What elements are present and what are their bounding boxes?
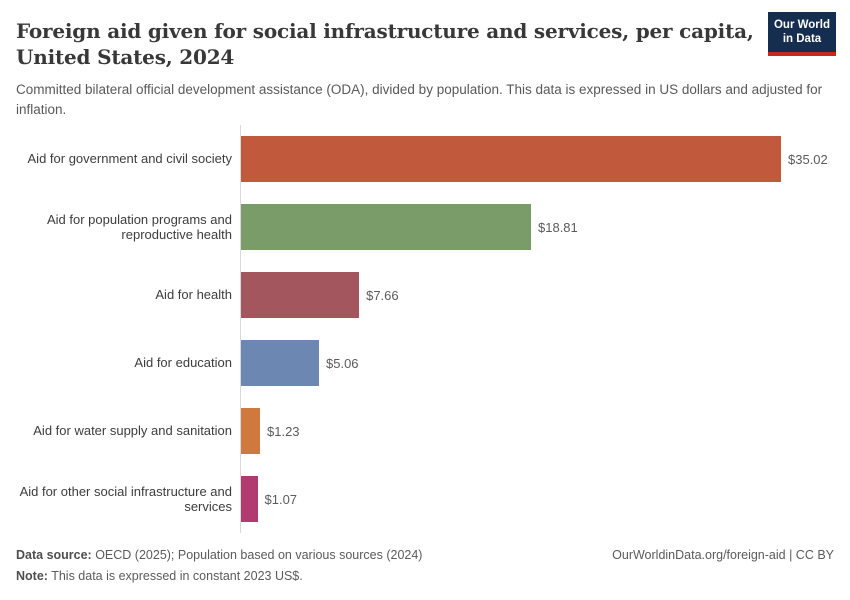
bar[interactable]	[241, 136, 781, 182]
bar-value: $1.23	[267, 423, 300, 439]
data-source-label: Data source:	[16, 548, 92, 562]
bar-value: $1.07	[264, 491, 298, 507]
bar[interactable]	[241, 476, 258, 522]
bar-value: $18.81	[538, 219, 578, 235]
bar-value: $35.02	[788, 151, 828, 167]
data-source-text: OECD (2025); Population based on various…	[91, 548, 423, 562]
plot-area: $5.06	[240, 329, 840, 397]
bar-label: Aid for education	[134, 355, 232, 371]
bar-label: Aid for population programs and reproduc…	[46, 211, 232, 242]
bar[interactable]	[241, 408, 260, 454]
footer-source-note: Data source: OECD (2025); Population bas…	[16, 545, 422, 587]
chart-header: Foreign aid given for social infrastruct…	[0, 0, 850, 120]
plot-area: $7.66	[240, 261, 840, 329]
page-title: Foreign aid given for social infrastruct…	[16, 18, 756, 71]
title-line-2: United States, 2024	[16, 45, 235, 70]
bar-label: Aid for government and civil society	[27, 151, 232, 167]
chart-subtitle: Committed bilateral official development…	[16, 81, 823, 118]
bar-row: Aid for population programs and reproduc…	[0, 193, 840, 261]
data-source-line: Data source: OECD (2025); Population bas…	[16, 545, 422, 566]
owid-citation-link[interactable]: OurWorldinData.org/foreign-aid | CC BY	[612, 548, 834, 562]
owid-logo-line-1: Our World	[773, 19, 830, 31]
bar-row: Aid for other social infrastructure and …	[0, 465, 840, 533]
plot-area: $1.07	[240, 465, 840, 533]
bar-label: Aid for other social infrastructure and …	[19, 483, 232, 514]
bar-row: Aid for government and civil society $35…	[0, 125, 840, 193]
bar-value: $5.06	[326, 355, 359, 371]
bar[interactable]	[241, 204, 531, 250]
note-line: Note: This data is expressed in constant…	[16, 566, 422, 587]
bar-row: Aid for water supply and sanitation $1.2…	[0, 397, 840, 465]
bar-row: Aid for education $5.06	[0, 329, 840, 397]
bar-chart: Aid for government and civil society $35…	[0, 125, 840, 533]
note-label: Note:	[16, 569, 48, 583]
note-text: This data is expressed in constant 2023 …	[47, 569, 303, 583]
plot-area: $18.81	[240, 193, 840, 261]
bar-label: Aid for water supply and sanitation	[33, 423, 232, 439]
title-line-1: Foreign aid given for social infrastruct…	[16, 19, 754, 43]
owid-logo-line-2: in Data	[782, 33, 822, 46]
chart-footer: Data source: OECD (2025); Population bas…	[16, 545, 834, 587]
plot-area: $1.23	[240, 397, 840, 465]
bar-value: $7.66	[366, 287, 399, 303]
bar-label: Aid for health	[155, 287, 232, 303]
bar-row: Aid for health $7.66	[0, 261, 840, 329]
plot-area: $35.02	[240, 125, 840, 193]
bar[interactable]	[241, 272, 360, 318]
bar[interactable]	[241, 340, 319, 386]
owid-logo[interactable]: Our World in Data	[768, 12, 836, 56]
